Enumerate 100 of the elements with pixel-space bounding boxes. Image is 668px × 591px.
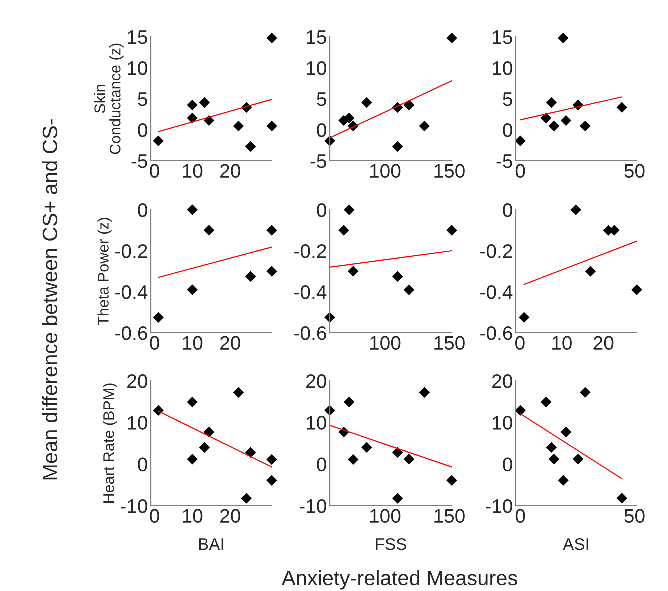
point [348,454,359,466]
y-tick-label: 5 [317,92,326,106]
point [515,136,526,147]
point [233,120,244,132]
point [585,266,596,277]
x-tick-label: 10 [183,509,203,524]
y-tick-label: -0.2 [116,244,148,258]
point [344,396,355,408]
point [338,225,350,236]
y-tick-label: -0.6 [480,326,512,340]
y-tick-label: -0.6 [116,326,148,340]
point [348,266,359,277]
point [344,112,355,124]
y-axis-title: Theta Power (z) [98,218,112,326]
point [362,97,372,108]
point [241,493,252,504]
point [233,387,244,398]
y-tick-label: 5 [503,92,512,106]
y-tick-label: -10 [300,499,326,514]
x-tick-label: 10 [552,336,572,350]
y-tick-label: 0 [317,123,326,138]
y-tick-label: 0 [317,458,326,472]
point [570,204,582,216]
y-tick-label: 20 [128,374,148,388]
point [392,447,404,458]
point [266,454,278,466]
y-tick-label: 0 [503,458,512,472]
point [153,312,164,324]
y-tick-label: 0 [138,458,148,472]
point [419,120,430,132]
point [266,225,278,236]
x-tick-label: 100 [370,164,401,178]
x-tick-label: 50 [624,509,645,524]
point [419,387,430,398]
point [548,120,560,132]
y-tick-label: -0.2 [480,244,512,258]
point [245,447,256,458]
y-tick-label: -0.6 [294,326,326,340]
point [187,284,198,296]
point [266,475,278,486]
x-tick-label: 20 [594,336,614,350]
y-tick-label: -5 [132,154,148,168]
y-tick-label: 20 [492,374,512,388]
point [572,454,584,465]
x-tick-label: 10 [183,336,203,350]
point [515,405,526,416]
point [540,396,552,408]
y-axis-title: Skin Conductance (z) [94,44,124,154]
y-tick-label: -5 [496,154,512,168]
point [404,454,415,465]
point [245,141,256,152]
point [153,136,164,147]
y-tick-label: 10 [128,61,148,76]
y-tick-label: 10 [128,416,148,430]
point [404,284,415,296]
y-tick-label: 0 [503,203,512,218]
point [266,266,278,277]
y-tick-label: 10 [307,61,326,76]
point [546,442,557,454]
y-tick-label: 10 [493,416,512,430]
point [558,475,569,486]
point [446,225,458,236]
point [187,396,198,408]
x-tick-label: 20 [220,509,240,524]
y-tick-label: -0.4 [294,285,327,300]
text: Mean difference between CS+ and CS- [42,120,58,480]
point [199,442,210,454]
x-tick-label: 0 [150,164,160,178]
point [558,32,569,44]
x-tick-label: 150 [434,336,465,350]
point [560,115,572,126]
x-tick-label: 150 [434,509,465,524]
point [199,97,210,108]
point [616,493,628,504]
text: Anxiety-related Measures [282,570,518,590]
y-tick-label: 15 [128,30,148,44]
point [187,454,198,465]
y-tick-label: 0 [138,123,148,138]
point [245,271,256,282]
point [580,120,591,132]
point [580,387,591,398]
point [540,112,552,124]
y-tick-label: -10 [120,499,148,514]
x-tick-label: 0 [516,164,526,178]
point [546,97,557,108]
point [344,204,355,216]
point [518,312,530,324]
point [266,32,278,44]
y-axis-title: Heart Rate (BPM) [103,384,118,503]
x-tick-label: 0 [150,336,160,350]
point [187,100,198,111]
y-tick-label: 10 [307,416,326,430]
x-tick-label: 0 [516,509,526,524]
y-tick-label: 15 [307,30,326,44]
x-tick-label: 100 [370,336,401,350]
x-tick-label: 20 [220,336,240,350]
y-tick-label: -0.4 [116,285,148,300]
y-tick-label: -5 [310,154,326,168]
y-tick-label: -0.4 [480,285,513,300]
point [392,493,404,504]
